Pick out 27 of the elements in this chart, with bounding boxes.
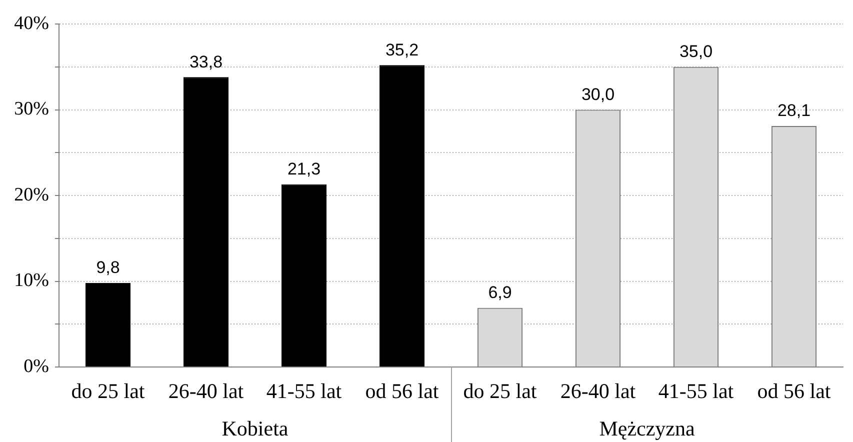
data-label: 28,1 <box>777 101 811 120</box>
y-tick-label: 10% <box>14 270 50 292</box>
y-tick-label: 0% <box>24 356 50 377</box>
data-label: 35,0 <box>679 42 713 62</box>
y-tick-label: 30% <box>14 98 50 120</box>
data-label: 30,0 <box>581 84 615 104</box>
x-tick-label: 41-55 lat <box>266 379 342 404</box>
x-tick-label: od 56 lat <box>365 379 439 404</box>
x-tick-label: 26-40 lat <box>168 379 244 404</box>
x-tick-label: do 25 lat <box>71 379 145 404</box>
y-tick-label: 20% <box>14 184 50 206</box>
data-label: 9,8 <box>96 258 120 278</box>
x-tick-label: 26-40 lat <box>560 379 636 404</box>
bar <box>379 65 425 366</box>
y-tick-label: 40% <box>14 12 50 34</box>
bar <box>85 282 131 366</box>
data-label: 21,3 <box>287 160 321 179</box>
data-label: 35,2 <box>385 40 419 60</box>
data-label: 6,9 <box>488 283 512 302</box>
data-label: 33,8 <box>189 52 223 72</box>
text: Kobieta <box>222 416 289 441</box>
x-tick-label: 41-55 lat <box>658 379 734 404</box>
x-tick-label: od 56 lat <box>757 379 831 404</box>
text: Mężczyzna <box>599 416 696 441</box>
bar <box>281 184 327 366</box>
bar <box>183 77 229 366</box>
x-tick-label: do 25 lat <box>463 379 537 404</box>
